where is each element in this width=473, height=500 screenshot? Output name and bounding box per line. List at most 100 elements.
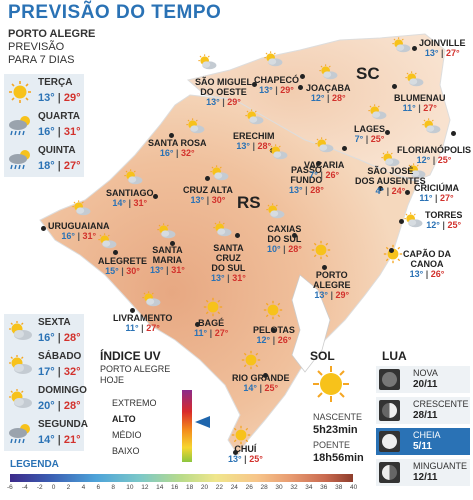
day-temps: 17° | 32° (38, 366, 81, 378)
city-label: CAPÃO DA CANOA 13° | 26° (403, 249, 451, 279)
city-marker (252, 82, 257, 87)
city-name: SÃO MIGUEL DO OESTE (195, 77, 253, 97)
storm-rain-icon (6, 422, 34, 446)
city-name: ALEGRETE (98, 256, 148, 266)
day-temps: 16° | 28° (38, 332, 81, 344)
sunset-value: 18h56min (313, 452, 364, 464)
legend-tick: 6 (96, 484, 101, 491)
city-name: CAXIAS DO SUL (267, 224, 302, 244)
city-label: PASSO FUNDO 13° | 28° (289, 165, 324, 195)
city-max-temp: 26° (430, 269, 445, 279)
legend-tick: 0 (51, 484, 56, 491)
header-line2: PARA 7 DIAS (8, 54, 75, 66)
city-min-temp: 15° (105, 266, 119, 276)
legend-scale (10, 474, 353, 482)
city-name: SANTIAGO (106, 188, 154, 198)
legend-tick: 24 (230, 484, 238, 491)
city-min-temp: 11° (125, 323, 139, 333)
legend-tick: 34 (305, 484, 313, 491)
city-max-temp: 30° (211, 195, 226, 205)
city-min-temp: 12° (310, 93, 325, 103)
moon-phase-date: 20/11 (413, 379, 438, 390)
legend-tick: 40 (350, 484, 358, 491)
moon-phase-date: 5/11 (413, 441, 432, 452)
moon-phase-name: MINGUANTE (413, 461, 467, 471)
forecast-day-card: DOMINGO 20° | 28° (4, 382, 87, 417)
city-temps: 13° | 28° (289, 185, 324, 195)
city-label: JOAÇABA 12° | 28° (306, 83, 351, 103)
city-temps: 16° | 31° (61, 231, 97, 241)
day-temps: 20° | 28° (38, 400, 81, 412)
day-name: DOMINGO (38, 385, 87, 396)
sun-icon (313, 366, 349, 402)
uv-level-extremo: EXTREMO (112, 398, 157, 408)
city-min-temp: 16° (159, 148, 174, 158)
city-temps: 13° | 28° (236, 141, 272, 151)
city-name: TORRES (425, 210, 463, 220)
city-max-temp: 28° (310, 185, 324, 195)
city-temps: 13° | 27° (424, 48, 460, 58)
new-moon-icon (379, 369, 400, 390)
forecast-day-card: SÁBADO 17° | 32° (4, 348, 84, 383)
city-temps: 13° | 29° (259, 85, 294, 95)
day-max-temp: 28° (63, 400, 81, 412)
partly-cloudy-icon (313, 136, 335, 156)
city-name: JOINVILLE (419, 38, 466, 48)
sun-icon (230, 425, 252, 445)
legend-tick: 14 (156, 484, 164, 491)
legend-tick: 20 (200, 484, 209, 491)
city-label: JOINVILLE 13° | 27° (419, 38, 466, 58)
header-city: PORTO ALEGRE (8, 28, 96, 40)
city-label: SANTA MARIA 13° | 31° (150, 245, 185, 275)
city-min-temp: 10° (267, 244, 281, 254)
city-max-temp: 27° (440, 193, 454, 203)
city-max-temp: 31° (171, 265, 185, 275)
city-label: FLORIANÓPOLIS 12° | 25° (397, 145, 471, 165)
sun-icon (382, 244, 404, 264)
city-marker (195, 322, 200, 327)
forecast-day-card: SEGUNDA 14° | 21° (4, 416, 88, 451)
city-marker (412, 46, 417, 51)
uv-level-alto: ALTO (112, 414, 136, 424)
city-temps: 12° | 28° (310, 93, 346, 103)
partly-cloudy-icon (264, 202, 286, 222)
city-label: RIO GRANDE 14° | 25° (232, 373, 290, 393)
city-max-temp: 30° (126, 266, 140, 276)
uv-level-medio: MÉDIO (112, 430, 142, 440)
day-min-temp: 16° (38, 126, 55, 138)
moon-phase-card: MINGUANTE 12/11 (376, 459, 470, 486)
uv-level-baixo: BAIXO (112, 446, 140, 456)
city-label: LIVRAMENTO 11° | 27° (113, 313, 172, 333)
moon-title: LUA (382, 349, 407, 363)
city-temps: 11° | 27° (419, 193, 454, 203)
city-temps: 13° | 31° (150, 265, 185, 275)
sun-icon (310, 240, 332, 260)
forecast-day-card: TERÇA 13° | 29° (4, 74, 84, 109)
day-name: SEXTA (38, 317, 71, 328)
day-max-temp: 21° (63, 434, 81, 446)
partly-cloudy-icon (243, 108, 265, 128)
storm-rain-icon (6, 148, 34, 172)
city-marker (41, 226, 46, 231)
state-label-sc: SC (356, 64, 380, 83)
day-min-temp: 20° (38, 400, 55, 412)
city-label: CRICIÚMA 11° | 27° (414, 183, 459, 203)
day-name: SÁBADO (38, 351, 82, 362)
city-label: BAGÉ 11° | 27° (194, 318, 228, 338)
uv-scale (182, 390, 192, 462)
partly-cloudy-icon (6, 320, 34, 344)
legend-tick: 4 (81, 484, 86, 491)
sun-icon (202, 297, 224, 317)
city-label: CHUÍ 13° | 25° (228, 444, 263, 464)
uv-indicator-icon (195, 416, 210, 428)
city-name: JOAÇABA (306, 83, 351, 93)
city-label: SANTA CRUZ DO SUL 13° | 31° (211, 243, 246, 283)
partly-cloudy-icon (96, 232, 118, 252)
moon-phase-card: NOVA 20/11 (376, 366, 470, 393)
first-quarter-moon-icon (379, 400, 400, 421)
legend-tick: 28 (260, 484, 268, 491)
sun-title: SOL (310, 349, 335, 363)
city-label: ERECHIM 13° | 28° (233, 131, 275, 151)
city-label: URUGUAIANA 16° | 31° (48, 221, 110, 241)
